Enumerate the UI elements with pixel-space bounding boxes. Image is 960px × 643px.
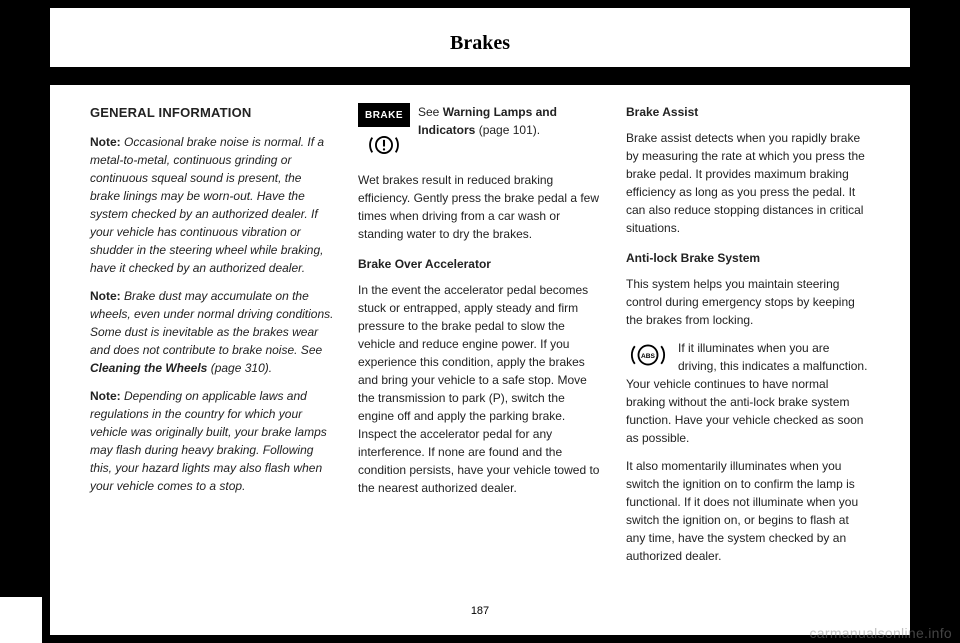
column-3: Brake Assist Brake assist detects when y… xyxy=(626,103,870,575)
column-2: BRAKE See Warning Lamps and Indicators (… xyxy=(358,103,602,575)
brake-assist-text: Brake assist detects when you rapidly br… xyxy=(626,129,870,237)
note-label: Note: xyxy=(90,135,121,149)
brake-icon-block: BRAKE See Warning Lamps and Indicators (… xyxy=(358,103,602,159)
wet-brakes-text: Wet brakes result in reduced braking eff… xyxy=(358,171,602,243)
note-label: Note: xyxy=(90,289,121,303)
watermark: carmanualsonline.info xyxy=(810,625,953,641)
brake-over-accel-heading: Brake Over Accelerator xyxy=(358,255,602,273)
note-1: Note: Occasional brake noise is normal. … xyxy=(90,133,334,277)
note-label: Note: xyxy=(90,389,121,403)
abs-intro-text: This system helps you maintain steering … xyxy=(626,275,870,329)
note-2-text-a: Brake dust may accumulate on the wheels,… xyxy=(90,289,333,357)
general-info-heading: GENERAL INFORMATION xyxy=(90,103,334,123)
abs-last-text: It also momentarily illuminates when you… xyxy=(626,457,870,565)
note-2: Note: Brake dust may accumulate on the w… xyxy=(90,287,334,377)
abs-icon-paragraph: ABS If it illuminates when you are drivi… xyxy=(626,339,870,447)
brake-warning-icon xyxy=(358,131,410,159)
see-text-a: See xyxy=(418,105,443,119)
see-warning-text: See Warning Lamps and Indicators (page 1… xyxy=(418,103,602,159)
column-1: GENERAL INFORMATION Note: Occasional bra… xyxy=(90,103,334,575)
content-columns: GENERAL INFORMATION Note: Occasional bra… xyxy=(90,103,870,575)
note-3-text: Depending on applicable laws and regulat… xyxy=(90,389,327,493)
page-number: 187 xyxy=(50,605,910,617)
note-2-text-b: (page 310). xyxy=(207,361,272,375)
svg-text:ABS: ABS xyxy=(641,353,656,360)
note-2-ref: Cleaning the Wheels xyxy=(90,361,207,375)
note-1-text: Occasional brake noise is normal. If a m… xyxy=(90,135,324,275)
header-divider xyxy=(50,67,910,85)
note-3: Note: Depending on applicable laws and r… xyxy=(90,387,334,495)
brake-text-icon: BRAKE xyxy=(358,103,410,127)
abs-heading: Anti-lock Brake System xyxy=(626,249,870,267)
manual-page: Brakes GENERAL INFORMATION Note: Occasio… xyxy=(50,8,910,635)
see-text-b: (page 101). xyxy=(475,123,540,137)
brake-icons: BRAKE xyxy=(358,103,410,159)
abs-icon: ABS xyxy=(626,341,670,374)
page-title: Brakes xyxy=(90,32,870,67)
left-edge-tab xyxy=(0,593,46,643)
brake-assist-heading: Brake Assist xyxy=(626,103,870,121)
brake-over-accel-text: In the event the accelerator pedal becom… xyxy=(358,281,602,497)
